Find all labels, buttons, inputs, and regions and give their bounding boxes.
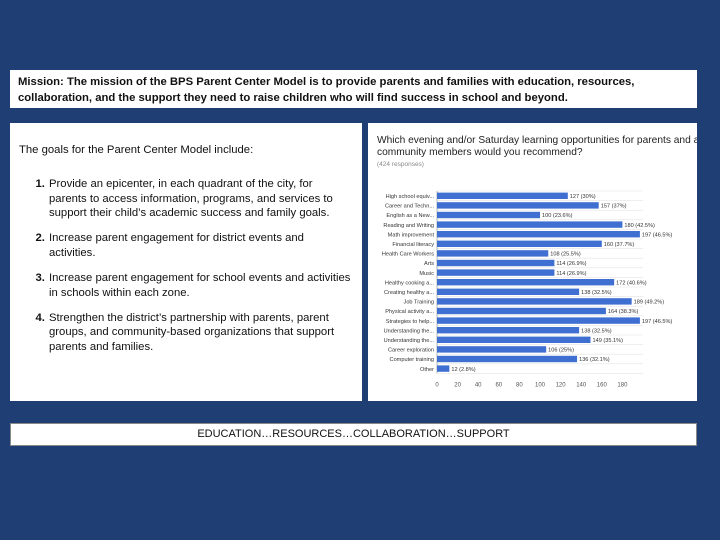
category-label: Creating healthy a... <box>384 290 435 296</box>
x-tick-label: 40 <box>475 382 482 388</box>
bar <box>437 327 580 334</box>
data-label: 136 (32.1%) <box>579 357 610 363</box>
data-label: 12 (2.8%) <box>451 367 475 373</box>
category-label: Music <box>419 271 434 277</box>
data-label: 197 (46.5%) <box>642 232 673 238</box>
chart-panel: Which evening and/or Saturday learning o… <box>368 123 697 401</box>
bar <box>437 202 599 209</box>
goal-item: Increase parent engagement for school ev… <box>48 271 353 300</box>
bar <box>437 279 615 286</box>
bar <box>437 269 555 276</box>
footer-banner: EDUCATION…RESOURCES…COLLABORATION…SUPPOR… <box>10 423 697 446</box>
x-tick-label: 80 <box>516 382 523 388</box>
category-label: Strategies to help... <box>386 319 435 325</box>
category-label: Financial literacy <box>392 242 434 248</box>
mission-box: Mission: The mission of the BPS Parent C… <box>10 70 697 108</box>
x-tick-label: 0 <box>435 382 439 388</box>
data-label: 114 (26.9%) <box>556 271 586 277</box>
chart-title-line-2: community members would you recommend? <box>377 147 583 158</box>
footer-text: EDUCATION…RESOURCES…COLLABORATION…SUPPOR… <box>197 428 510 440</box>
data-label: 164 (38.3%) <box>608 309 639 315</box>
category-label: High school equiv... <box>386 194 435 200</box>
bar-chart: Which evening and/or Saturday learning o… <box>377 135 697 388</box>
chart-title-line-1: Which evening and/or Saturday learning o… <box>377 135 697 146</box>
x-tick-label: 120 <box>556 382 567 388</box>
goal-item: Strengthen the district’s partnership wi… <box>48 311 353 355</box>
category-label: Career and Techn... <box>385 204 434 210</box>
bar <box>437 288 580 295</box>
category-label: Career exploration <box>388 348 434 354</box>
category-label: Understanding the... <box>384 338 435 344</box>
data-label: 157 (37%) <box>601 204 627 210</box>
bar <box>437 221 623 228</box>
category-label: Arts <box>424 261 434 267</box>
bar <box>437 365 450 372</box>
goal-item: Provide an epicenter, in each quadrant o… <box>48 177 353 221</box>
data-label: 114 (26.9%) <box>556 261 586 267</box>
bar <box>437 192 568 199</box>
mission-text: Mission: The mission of the BPS Parent C… <box>18 76 635 104</box>
data-label: 189 (49.2%) <box>634 300 665 306</box>
bar <box>437 355 578 363</box>
data-label: 100 (23.6%) <box>542 213 573 219</box>
data-label: 108 (25.5%) <box>550 252 581 258</box>
x-tick-label: 140 <box>576 382 587 388</box>
x-tick-label: 180 <box>617 382 628 388</box>
bar <box>437 240 602 247</box>
bar <box>437 346 547 353</box>
data-label: 197 (46.5%) <box>642 319 673 325</box>
data-label: 138 (32.5%) <box>581 328 612 334</box>
data-label: 180 (42.5%) <box>624 223 655 229</box>
x-tick-label: 20 <box>454 382 461 388</box>
category-label: Job Training <box>404 300 434 306</box>
data-label: 160 (37.7%) <box>604 242 635 248</box>
category-label: Health Care Workers <box>382 252 434 258</box>
data-label: 106 (25%) <box>548 348 574 354</box>
bar <box>437 231 640 238</box>
category-label: Reading and Writing <box>383 223 434 229</box>
bar <box>437 250 549 257</box>
category-label: Math improvement <box>388 232 435 238</box>
data-label: 172 (40.6%) <box>616 280 647 286</box>
x-tick-label: 60 <box>495 382 502 388</box>
category-label: Healthy cooking a... <box>385 280 435 286</box>
bar <box>437 259 555 267</box>
category-label: Understanding the... <box>384 328 435 334</box>
goal-item: Increase parent engagement for district … <box>48 231 353 260</box>
goals-list: Provide an epicenter, in each quadrant o… <box>19 177 353 354</box>
category-label: Physical activity a... <box>385 309 434 315</box>
bar <box>437 211 540 219</box>
bar <box>437 336 591 343</box>
x-tick-label: 160 <box>597 382 608 388</box>
bar <box>437 317 640 324</box>
data-label: 127 (30%) <box>570 194 596 200</box>
bar <box>437 298 632 305</box>
category-label: Other <box>420 367 434 373</box>
goals-intro: The goals for the Parent Center Model in… <box>19 144 254 156</box>
category-label: Computer training <box>390 357 434 363</box>
x-tick-label: 100 <box>535 382 546 388</box>
bar <box>437 307 606 315</box>
data-label: 149 (35.1%) <box>592 338 623 344</box>
data-label: 138 (32.5%) <box>581 290 612 296</box>
category-label: English as a New... <box>386 213 434 219</box>
goals-box: The goals for the Parent Center Model in… <box>10 123 362 401</box>
chart-subtitle: (424 responses) <box>377 161 424 168</box>
